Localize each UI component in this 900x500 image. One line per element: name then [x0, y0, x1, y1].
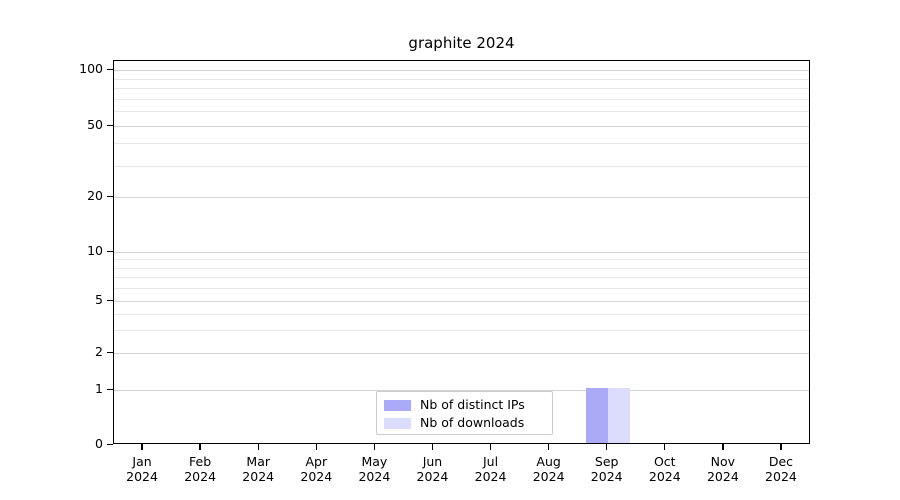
legend-item[interactable]: Nb of downloads — [384, 415, 545, 431]
gridline-major — [114, 197, 809, 198]
x-axis-tick-label: Jun 2024 — [392, 454, 472, 484]
x-axis-tick-month: Jan — [132, 454, 152, 469]
gridline-minor — [114, 166, 809, 167]
x-axis-tick-mark — [780, 444, 782, 450]
x-axis-tick-year: 2024 — [416, 468, 449, 484]
gridline-major — [114, 126, 809, 127]
y-axis-tick-label: 100 — [79, 61, 103, 76]
x-axis-tick-year: 2024 — [300, 468, 333, 484]
gridline-minor — [114, 143, 809, 144]
x-axis-tick-month: May — [361, 454, 388, 469]
y-axis-tick-mark — [107, 299, 113, 301]
y-axis-tick-mark — [107, 388, 113, 390]
x-axis-tick-mark — [373, 444, 376, 450]
x-axis-tick-label: Jul 2024 — [451, 454, 531, 484]
x-axis-tick-label: Mar 2024 — [218, 454, 298, 484]
y-axis-tick-mark — [107, 195, 113, 197]
x-axis-tick-month: Feb — [189, 454, 212, 469]
y-axis-tick-mark — [107, 250, 113, 252]
gridline-minor — [114, 268, 809, 269]
x-axis-tick-mark — [664, 444, 666, 450]
x-axis-tick-year: 2024 — [765, 468, 797, 484]
x-axis-tick-label: Aug 2024 — [509, 454, 589, 484]
x-axis-tick-label: Oct 2024 — [625, 454, 705, 484]
x-axis-tick-year: 2024 — [648, 468, 681, 484]
gridline-minor — [114, 88, 809, 89]
x-axis-tick-month: Sep — [594, 454, 619, 469]
x-axis-tick-mark — [431, 444, 434, 450]
chart-title: graphite 2024 — [408, 34, 515, 52]
legend-item-label: Nb of downloads — [420, 415, 525, 430]
x-axis-tick-label: Apr 2024 — [276, 454, 356, 484]
x-axis-tick-mark — [489, 444, 492, 450]
gridline-minor — [114, 99, 809, 100]
gridline-minor — [114, 314, 809, 315]
x-axis-tick-month: Oct — [653, 454, 676, 469]
x-axis-tick-year: 2024 — [532, 468, 565, 484]
x-axis-tick-label: Nov 2024 — [683, 454, 763, 484]
legend-swatch-icon — [384, 399, 411, 411]
x-axis-tick-year: 2024 — [184, 468, 217, 484]
x-axis-tick-label: May 2024 — [334, 454, 414, 484]
x-axis-tick-month: Jul — [482, 454, 499, 469]
y-axis-tick-mark — [107, 68, 113, 70]
gridline-major — [114, 390, 809, 391]
x-axis-tick-month: Nov — [710, 454, 736, 469]
x-axis-tick-year: 2024 — [590, 468, 623, 484]
gridline-minor — [114, 79, 809, 80]
x-axis-tick-month: Jun — [422, 454, 443, 469]
x-axis-tick-year: 2024 — [474, 468, 507, 484]
x-axis-tick-month: Apr — [305, 454, 328, 469]
x-axis-tick-month: Mar — [246, 454, 270, 469]
gridline-major — [114, 353, 809, 354]
y-axis-tick-mark — [107, 124, 113, 126]
x-axis-tick-label: Dec 2024 — [741, 454, 821, 484]
x-axis-tick-mark — [141, 444, 143, 450]
x-axis-tick-label: Sep 2024 — [567, 454, 647, 484]
x-axis-tick-month: Aug — [536, 454, 561, 469]
gridline-minor — [114, 277, 809, 278]
y-axis-tick-label: 5 — [95, 292, 103, 307]
legend-item-label: Nb of distinct IPs — [420, 397, 525, 412]
y-axis-tick-label: 2 — [95, 344, 103, 359]
gridline-major — [114, 301, 809, 302]
y-axis-tick-label: 0 — [95, 436, 103, 451]
y-axis-tick-mark — [107, 351, 113, 353]
x-axis-tick-mark — [257, 444, 259, 450]
x-axis-tick-year: 2024 — [706, 468, 739, 484]
y-axis-tick-label: 50 — [87, 117, 103, 132]
x-axis-tick-month: Dec — [768, 454, 794, 469]
x-axis-tick-year: 2024 — [242, 468, 275, 484]
gridline-minor — [114, 288, 809, 289]
x-axis-tick-label: Feb 2024 — [160, 454, 240, 484]
y-axis-tick-mark — [107, 443, 113, 445]
x-axis-tick-mark — [315, 444, 317, 450]
y-axis-tick-label: 10 — [87, 243, 103, 258]
x-axis-tick-year: 2024 — [358, 468, 391, 484]
x-axis-tick-mark — [606, 444, 608, 450]
gridline-minor — [114, 111, 809, 112]
chart-legend: Nb of distinct IPs Nb of downloads — [376, 391, 553, 435]
legend-item[interactable]: Nb of distinct IPs — [384, 397, 545, 413]
gridline-minor — [114, 330, 809, 331]
plot-area — [113, 60, 810, 444]
x-axis-tick-mark — [547, 444, 550, 450]
y-axis-tick-labels: 100 50 20 10 5 2 1 0 — [34, 0, 103, 500]
y-axis-tick-label: 1 — [95, 381, 103, 396]
x-axis-tick-mark — [199, 444, 201, 450]
bar — [585, 388, 608, 443]
legend-swatch-icon — [384, 417, 411, 429]
x-axis-tick-mark — [722, 444, 724, 450]
gridline-major — [114, 70, 809, 71]
x-axis-tick-label: Jan 2024 — [102, 454, 182, 484]
y-axis-tick-label: 20 — [87, 188, 103, 203]
bar — [607, 388, 630, 443]
gridline-major — [114, 252, 809, 253]
x-axis-tick-year: 2024 — [126, 468, 158, 484]
gridline-minor — [114, 259, 809, 260]
